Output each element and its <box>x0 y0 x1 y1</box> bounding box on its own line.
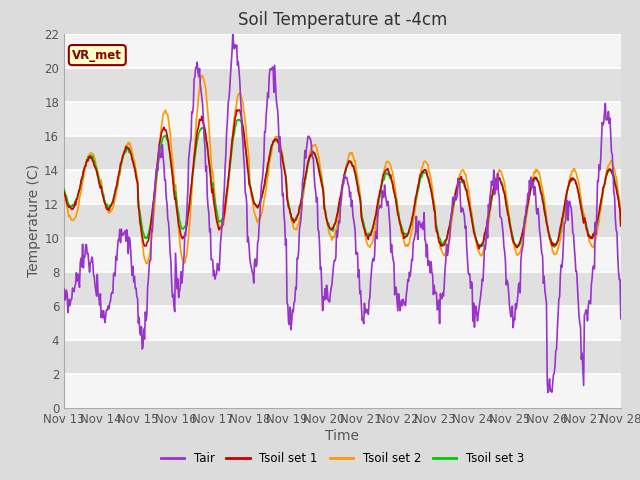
Tair <box>184 187 192 193</box>
Tsoil set 3 <box>550 244 558 250</box>
Tsoil set 2 <box>60 188 68 194</box>
Tsoil set 3 <box>127 152 135 158</box>
Tsoil set 1 <box>428 187 435 192</box>
Tair <box>544 390 552 396</box>
Tsoil set 1 <box>184 213 192 218</box>
Tsoil set 1 <box>617 223 625 229</box>
Line: Tsoil set 1: Tsoil set 1 <box>64 110 621 249</box>
Tair <box>411 233 419 239</box>
Tair <box>428 259 435 264</box>
Bar <box>64 204 621 238</box>
Tsoil set 2 <box>127 144 135 150</box>
Tsoil set 1 <box>234 107 242 113</box>
Tair <box>127 261 135 267</box>
Tsoil set 2 <box>428 182 436 188</box>
Bar <box>64 340 621 374</box>
Tsoil set 2 <box>215 222 223 228</box>
Tsoil set 1 <box>411 201 419 207</box>
Tsoil set 3 <box>617 223 625 229</box>
Tsoil set 3 <box>411 202 419 207</box>
Bar <box>64 272 621 306</box>
Tsoil set 2 <box>412 203 419 209</box>
Bar <box>64 374 621 408</box>
Text: VR_met: VR_met <box>72 48 122 61</box>
Line: Tsoil set 2: Tsoil set 2 <box>64 76 621 264</box>
Tsoil set 1 <box>70 204 78 210</box>
Bar <box>64 306 621 340</box>
Legend: Tair, Tsoil set 1, Tsoil set 2, Tsoil set 3: Tair, Tsoil set 1, Tsoil set 2, Tsoil se… <box>156 447 529 469</box>
Tsoil set 2 <box>198 73 205 79</box>
Tsoil set 3 <box>236 117 244 122</box>
Tsoil set 3 <box>214 211 221 217</box>
Tsoil set 1 <box>214 220 221 226</box>
Tair <box>214 261 221 266</box>
Tsoil set 2 <box>70 216 78 222</box>
Bar <box>64 34 621 68</box>
Line: Tair: Tair <box>64 34 621 393</box>
Tsoil set 3 <box>428 187 435 193</box>
Tsoil set 1 <box>127 153 135 158</box>
Tsoil set 1 <box>476 246 483 252</box>
Title: Soil Temperature at -4cm: Soil Temperature at -4cm <box>237 11 447 29</box>
Line: Tsoil set 3: Tsoil set 3 <box>64 120 621 247</box>
Bar <box>64 68 621 102</box>
Tsoil set 2 <box>143 261 150 266</box>
Tair <box>229 31 237 36</box>
Tsoil set 2 <box>185 231 193 237</box>
Tsoil set 1 <box>60 189 68 194</box>
Tsoil set 3 <box>60 186 68 192</box>
Tair <box>60 286 68 292</box>
Bar <box>64 102 621 136</box>
Y-axis label: Temperature (C): Temperature (C) <box>28 164 42 277</box>
Tair <box>70 289 78 295</box>
Tsoil set 3 <box>70 204 78 209</box>
Bar <box>64 238 621 272</box>
Tsoil set 3 <box>184 211 192 216</box>
Tair <box>617 316 625 322</box>
Bar <box>64 136 621 170</box>
Bar <box>64 170 621 204</box>
X-axis label: Time: Time <box>325 429 360 443</box>
Tsoil set 2 <box>617 223 625 228</box>
